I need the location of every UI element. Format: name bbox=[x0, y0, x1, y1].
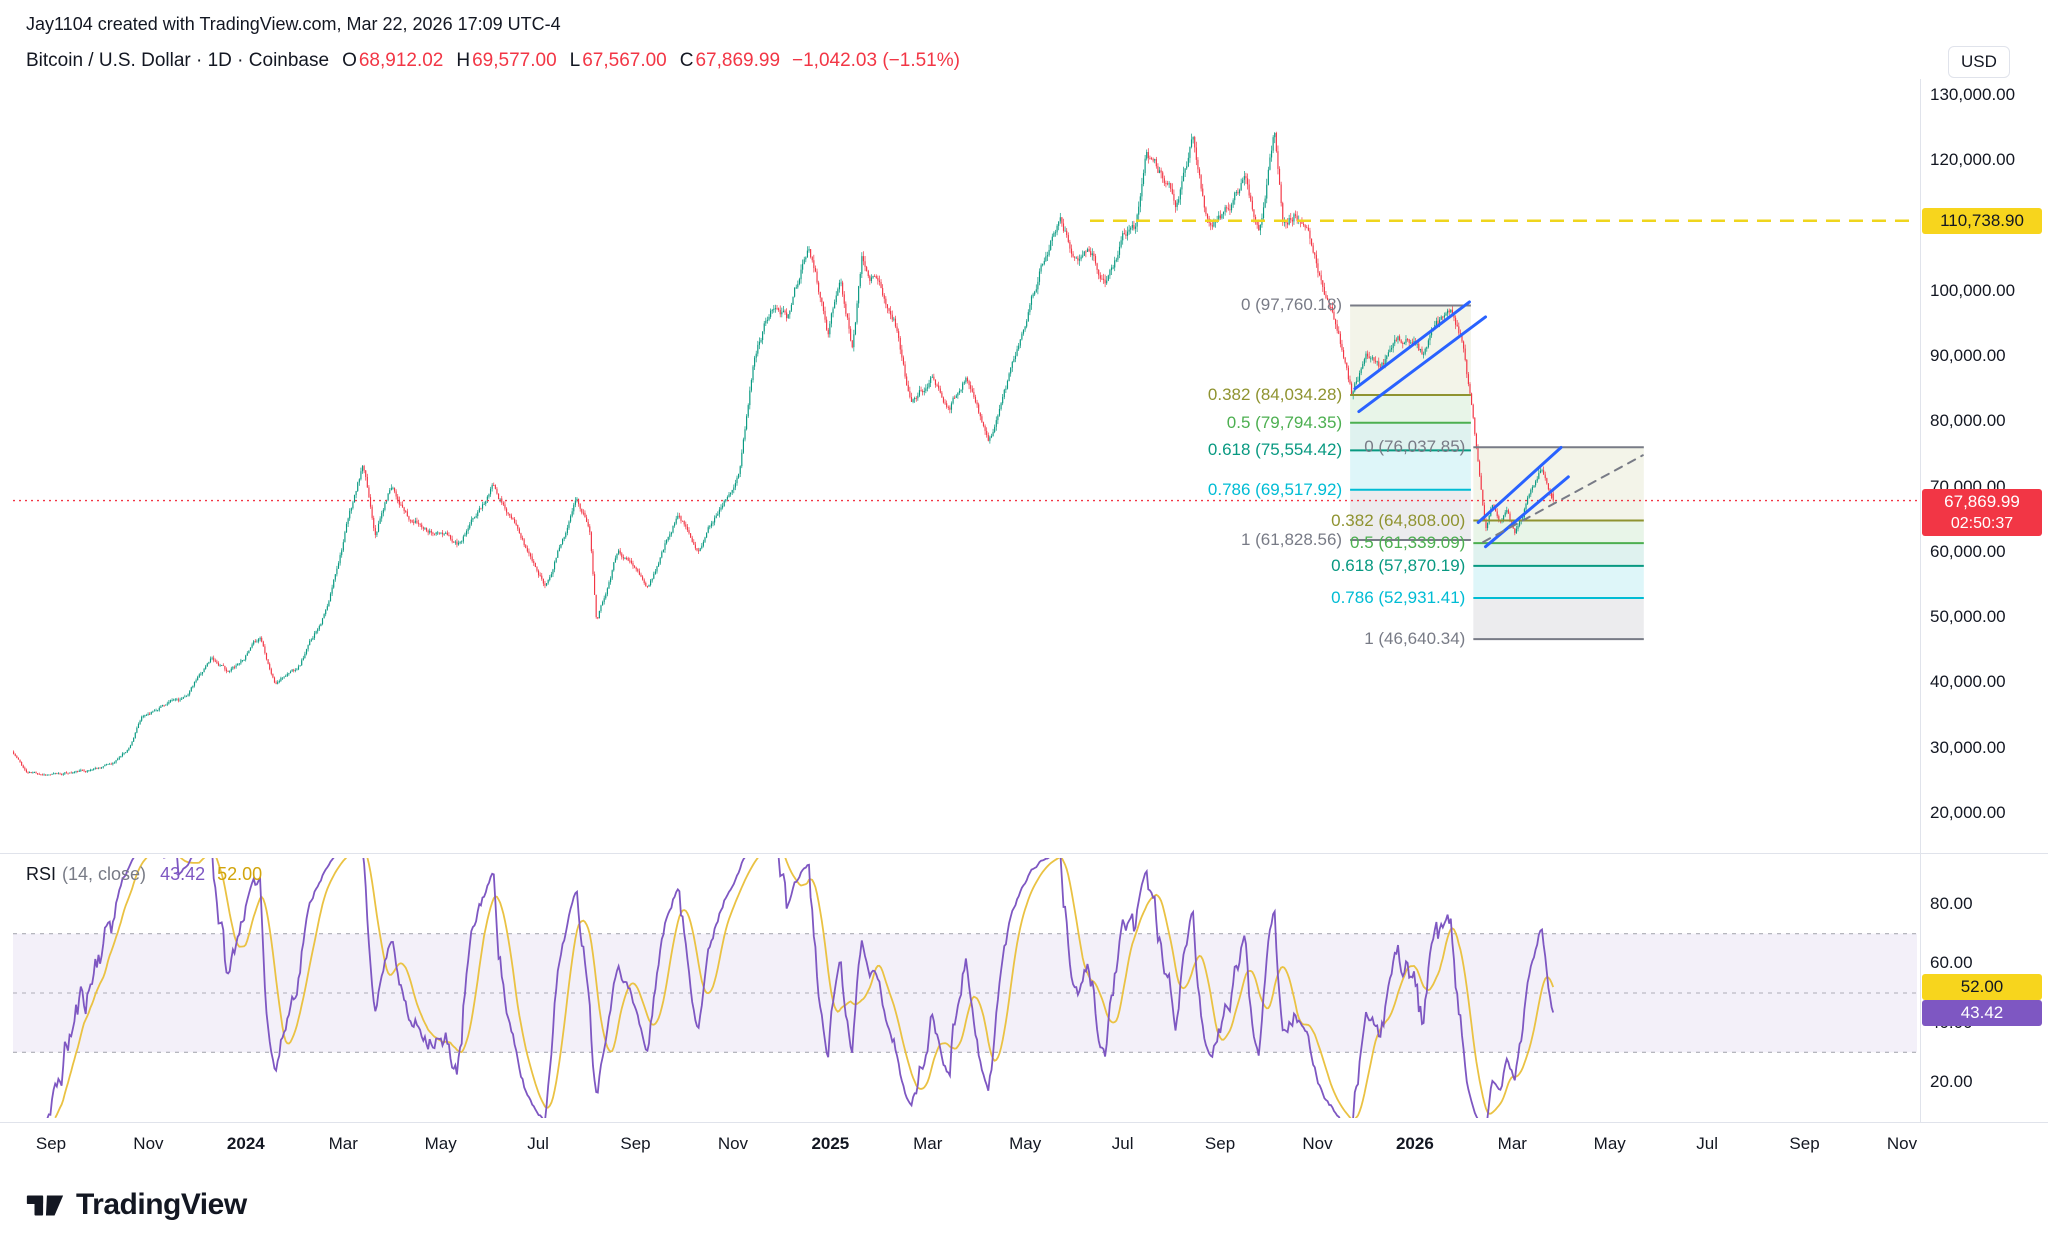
price-change: −1,042.03 (−1.51%) bbox=[792, 50, 960, 71]
credit-line: Jay1104 created with TradingView.com, Ma… bbox=[26, 14, 561, 34]
tradingview-logo-text: TradingView bbox=[76, 1188, 247, 1221]
fib-band[interactable] bbox=[1473, 520, 1644, 544]
tradingview-logo-icon bbox=[26, 1195, 64, 1216]
ohlc-value-o: 68,912.02 bbox=[358, 50, 444, 71]
fib-band[interactable] bbox=[1350, 422, 1471, 451]
trend-line[interactable] bbox=[1353, 300, 1471, 391]
bar-countdown: 02:50:37 bbox=[1950, 514, 2014, 532]
fib-band[interactable] bbox=[1350, 395, 1471, 423]
trend-line[interactable] bbox=[1484, 475, 1570, 549]
rsi-ma-line[interactable] bbox=[54, 851, 1555, 1121]
rsi-value-badge: 43.42 bbox=[1922, 999, 2042, 1026]
trend-line[interactable] bbox=[1482, 454, 1644, 544]
fib-band[interactable] bbox=[1473, 565, 1644, 599]
ohlc-values: O 68,912.02 H 69,577.00 L 67,567.00 C 67,869.99 bbox=[329, 50, 780, 71]
rsi-ma-badge: 52.00 bbox=[1922, 974, 2042, 1001]
rsi-ma-current-value: 52.00 bbox=[217, 864, 263, 884]
symbol-title[interactable]: Bitcoin / U.S. Dollar · 1D · Coinbase bbox=[26, 50, 330, 71]
ohlc-value-l: 67,567.00 bbox=[582, 50, 667, 71]
ohlc-label-o: O bbox=[342, 50, 357, 71]
rsi-line[interactable] bbox=[34, 851, 1555, 1131]
rsi-layer bbox=[34, 851, 1555, 1131]
rsi-params: (14, close) bbox=[62, 864, 147, 884]
rsi-band bbox=[13, 933, 1917, 1053]
candles-layer bbox=[13, 131, 1554, 776]
rsi-current-value: 43.42 bbox=[160, 864, 206, 884]
fib-band[interactable] bbox=[1350, 305, 1471, 396]
fib-band[interactable] bbox=[1350, 489, 1471, 540]
fib-band[interactable] bbox=[1350, 450, 1471, 490]
fib-band[interactable] bbox=[1473, 598, 1644, 640]
ohlc-label-h: H bbox=[456, 50, 471, 71]
rsi-indicator-name[interactable]: RSI bbox=[26, 864, 57, 884]
ohlc-value-h: 69,577.00 bbox=[472, 50, 557, 71]
alert-price-badge[interactable]: 110,738.90 bbox=[1922, 207, 2042, 234]
trend-line[interactable] bbox=[1476, 445, 1563, 525]
ohlc-value-c: 67,869.99 bbox=[695, 50, 781, 71]
currency-toggle[interactable]: USD bbox=[1948, 46, 2010, 78]
fib-band[interactable] bbox=[1473, 543, 1644, 566]
last-price-value: 67,869.99 bbox=[1944, 491, 2020, 511]
ohlc-label-l: L bbox=[569, 50, 581, 71]
tradingview-branding[interactable]: TradingView bbox=[24, 1184, 247, 1226]
symbol-info-row: Bitcoin / U.S. Dollar · 1D · Coinbase O 68… bbox=[26, 50, 960, 72]
ohlc-label-c: C bbox=[679, 50, 694, 71]
trend-line[interactable] bbox=[1357, 315, 1488, 414]
last-price-badge: 67,869.99 02:50:37 bbox=[1922, 488, 2042, 536]
rsi-legend: RSI (14, close) 43.42 52.00 bbox=[26, 864, 262, 885]
